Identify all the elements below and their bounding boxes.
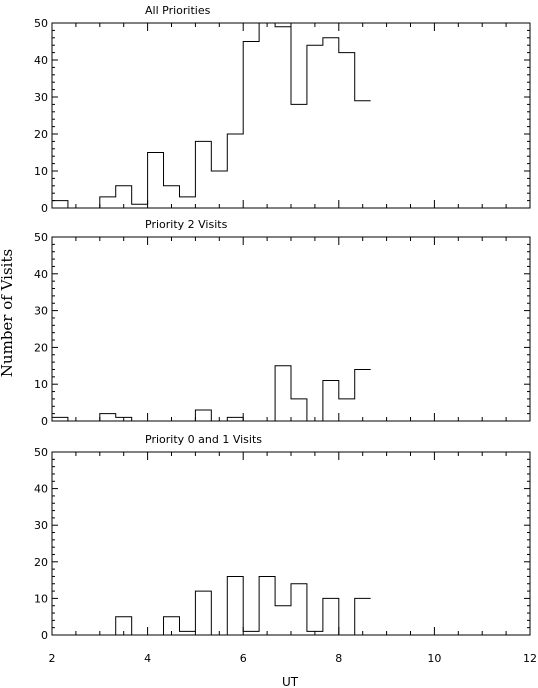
y-tick-label: 20 [34,128,48,141]
histogram-bin [291,399,307,421]
histogram-bin [116,617,132,635]
x-axis-label: UT [282,675,299,688]
histogram-bin [355,598,371,635]
y-tick-label: 40 [34,268,48,281]
histogram-bin [355,369,371,421]
histogram-bin [307,631,323,635]
histogram-bin [227,576,243,635]
y-tick-label: 40 [34,483,48,496]
histogram-bin [148,153,164,209]
x-tick-label: 10 [427,652,441,665]
histogram-bin [243,42,259,209]
x-tick-label: 12 [523,652,537,665]
histogram-bin [227,134,243,208]
histogram-outline [52,22,371,209]
histogram-bin [323,598,339,635]
histogram-bin [100,414,116,421]
y-tick-label: 20 [34,556,48,569]
histogram-bin [179,631,195,635]
histogram-bin [323,381,339,421]
panel-2: Priority 2 Visits 0 10 20 30 40 50 [34,218,531,428]
panel-title: Priority 0 and 1 Visits [145,433,262,446]
histogram-bin [307,45,323,208]
histogram-outline [52,365,371,422]
histogram-bin [195,141,211,208]
histogram-bin [195,410,211,421]
panel-3: Priority 0 and 1 Visits 0 10 20 30 40 50 2 4 6 8 10… [34,433,537,665]
y-tick-label: 10 [34,165,48,178]
histogram-bin [291,584,307,635]
x-tick-label: 8 [335,652,342,665]
histogram-bin [164,617,180,635]
y-tick-label: 0 [41,415,48,428]
histogram-bin [291,104,307,208]
histogram-bin [275,366,291,421]
histogram-bin [52,201,68,208]
y-tick-label: 20 [34,341,48,354]
histogram-bin [259,23,275,208]
y-tick-label: 30 [34,91,48,104]
x-tick-label: 6 [240,652,247,665]
x-tick-label: 2 [49,652,56,665]
x-tick-label: 4 [144,652,151,665]
panel-title: All Priorities [145,4,211,17]
y-tick-label: 10 [34,378,48,391]
panel-title: Priority 2 Visits [145,218,228,231]
y-tick-label: 50 [34,17,48,30]
y-axis-label: Number of Visits [0,249,16,377]
histogram-outline [52,575,371,636]
histogram-bin [275,606,291,635]
histogram-bin [259,576,275,635]
histogram-bin [100,197,116,208]
histogram-bin [116,417,132,421]
histogram-bin [195,591,211,635]
histogram-bin [164,186,180,208]
histogram-bin [243,631,259,635]
histogram-bin [323,38,339,208]
histogram-bin [275,27,291,208]
histogram-bin [339,399,355,421]
y-tick-label: 40 [34,54,48,67]
y-tick-label: 30 [34,305,48,318]
histogram-bin [52,417,68,421]
histogram-bin [116,186,132,208]
histogram-bin [227,417,243,421]
histogram-bin [339,53,355,208]
panel-1: All Priorities 0 10 20 30 40 50 [34,4,531,215]
histogram-bin [179,197,195,208]
histogram-bin [132,204,148,208]
y-tick-label: 0 [41,202,48,215]
y-tick-label: 10 [34,592,48,605]
y-tick-label: 50 [34,446,48,459]
y-tick-label: 0 [41,629,48,642]
histogram-bin [211,171,227,208]
y-tick-label: 30 [34,519,48,532]
y-tick-label: 50 [34,231,48,244]
histogram-bin [355,101,371,208]
